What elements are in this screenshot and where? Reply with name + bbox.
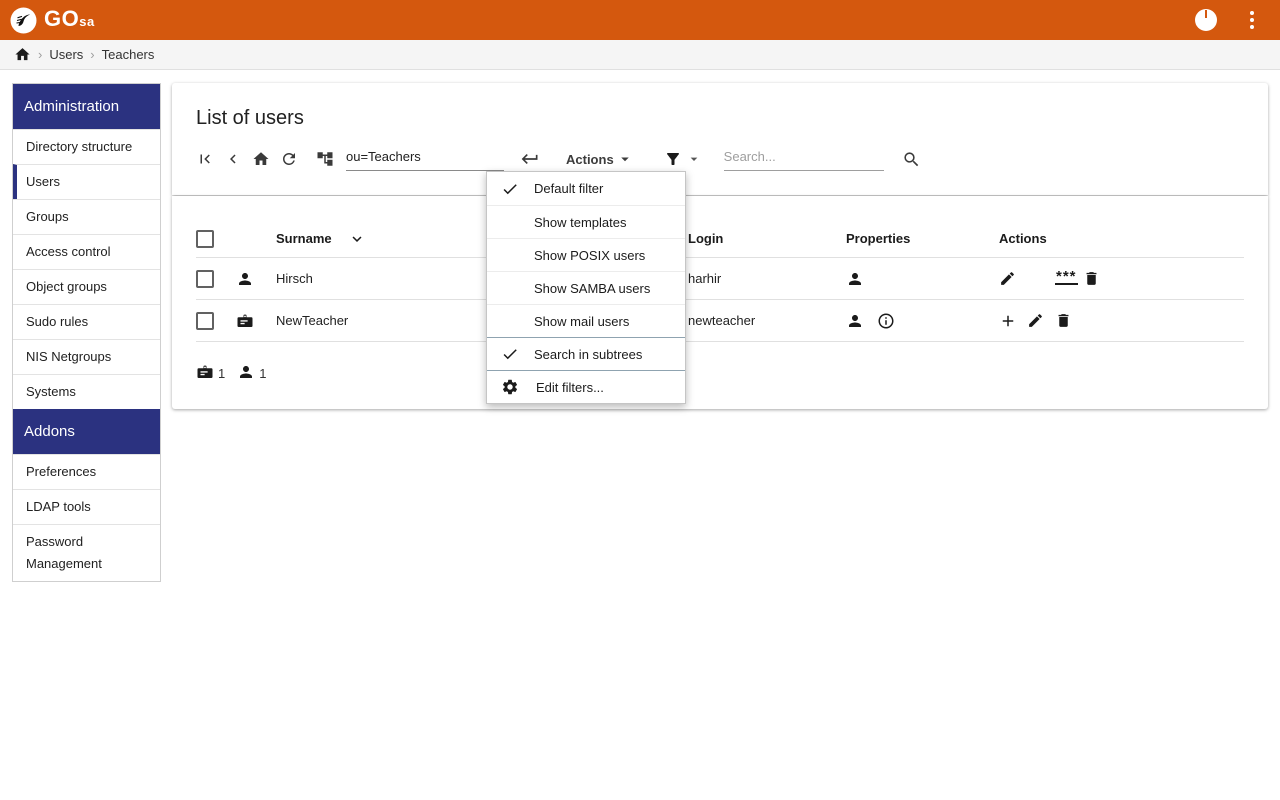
person-icon <box>849 314 861 327</box>
login-cell: newteacher <box>688 313 756 328</box>
top-app-bar: GOsa <box>0 0 1280 40</box>
breadcrumb-separator-icon: › <box>90 47 95 62</box>
sidebar-item-users[interactable]: Users <box>13 164 160 199</box>
page-title: List of users <box>196 107 304 129</box>
breadcrumb-item-teachers[interactable]: Teachers <box>101 47 155 62</box>
column-header-surname[interactable]: Surname <box>276 231 332 246</box>
filter-icon <box>666 153 679 165</box>
sidebar-item-object-groups[interactable]: Object groups <box>13 269 160 304</box>
base-dn-input[interactable] <box>346 147 504 171</box>
select-all-checkbox[interactable] <box>196 229 214 248</box>
session-clock-icon[interactable] <box>1194 8 1218 32</box>
breadcrumb-item-users[interactable]: Users <box>49 47 84 62</box>
change-password-icon[interactable]: *** <box>1055 268 1078 285</box>
table-row: NewTeacher newteacher <box>196 300 1244 342</box>
search-icon[interactable] <box>902 150 921 169</box>
badge-icon <box>236 312 276 330</box>
login-cell: harhir <box>688 271 722 286</box>
menu-item-show-samba-users[interactable]: Show SAMBA users <box>487 271 685 304</box>
info-icon[interactable] <box>877 312 895 330</box>
overflow-menu-icon[interactable] <box>1242 7 1262 33</box>
table-row: Hirsch harhir *** <box>196 258 1244 300</box>
back-icon[interactable] <box>224 150 242 168</box>
sidebar-item-directory-structure[interactable]: Directory structure <box>13 129 160 164</box>
person-icon <box>849 272 861 285</box>
breadcrumb-separator-icon: › <box>38 47 43 62</box>
filter-dropdown-menu: Default filter Show templates Show POSIX… <box>486 171 686 404</box>
person-icon <box>240 365 253 378</box>
menu-item-edit-filters[interactable]: Edit filters... <box>487 370 685 403</box>
home-icon[interactable] <box>14 46 31 63</box>
search-input[interactable] <box>723 147 884 171</box>
add-icon[interactable] <box>999 312 1017 330</box>
menu-item-show-posix-users[interactable]: Show POSIX users <box>487 238 685 271</box>
menu-item-default-filter[interactable]: Default filter <box>487 172 685 205</box>
surname-cell[interactable]: Hirsch <box>276 271 313 286</box>
logo-text: GOsa <box>44 6 95 31</box>
actions-menu-button[interactable]: Actions <box>566 150 634 168</box>
gear-icon <box>502 379 518 395</box>
actions-label: Actions <box>566 151 614 167</box>
menu-item-search-in-subtrees[interactable]: Search in subtrees <box>487 337 685 370</box>
table-header-row: Surname Login Properties Actions <box>196 220 1244 258</box>
tree-view-icon[interactable] <box>316 150 334 168</box>
list-toolbar: Actions <box>196 147 1244 171</box>
sidebar-item-nis-netgroups[interactable]: NIS Netgroups <box>13 339 160 374</box>
list-header-card: List of users Actions <box>172 83 1268 195</box>
home-base-icon[interactable] <box>252 150 270 168</box>
column-header-login[interactable]: Login <box>688 231 724 246</box>
gosa-logo[interactable]: GOsa <box>10 5 95 35</box>
sidebar-item-ldap-tools[interactable]: LDAP tools <box>13 489 160 524</box>
template-count: 1 <box>218 366 226 381</box>
person-icon <box>236 270 276 288</box>
edit-icon[interactable] <box>1027 312 1044 329</box>
first-page-icon[interactable] <box>196 150 214 168</box>
badge-icon <box>197 365 213 378</box>
menu-item-show-templates[interactable]: Show templates <box>487 205 685 238</box>
row-checkbox[interactable] <box>196 311 214 330</box>
sidebar: Administration Directory structure Users… <box>12 83 161 582</box>
sidebar-item-access-control[interactable]: Access control <box>13 234 160 269</box>
delete-icon[interactable] <box>1055 312 1072 329</box>
sidebar-item-password-management[interactable]: Password Management <box>13 524 160 581</box>
sidebar-section-administration: Administration <box>13 84 160 129</box>
check-icon <box>503 349 517 360</box>
result-summary: 1 1 <box>196 362 1244 381</box>
column-header-properties: Properties <box>846 231 911 246</box>
sidebar-section-addons: Addons <box>13 409 160 454</box>
user-count: 1 <box>259 366 267 381</box>
chevron-down-icon <box>620 157 629 162</box>
delete-icon[interactable] <box>1083 270 1100 287</box>
menu-item-show-mail-users[interactable]: Show mail users <box>487 304 685 337</box>
submit-base-icon[interactable] <box>520 149 540 169</box>
sidebar-item-systems[interactable]: Systems <box>13 374 160 409</box>
check-icon <box>503 183 517 194</box>
sidebar-item-sudo-rules[interactable]: Sudo rules <box>13 304 160 339</box>
refresh-icon[interactable] <box>280 150 298 168</box>
user-list-card: Surname Login Properties Actions Hirsch … <box>172 196 1268 409</box>
surname-cell[interactable]: NewTeacher <box>276 313 349 328</box>
sort-descending-icon[interactable] <box>348 230 366 248</box>
row-checkbox[interactable] <box>196 269 214 288</box>
filter-menu-button[interactable] <box>664 150 702 168</box>
sidebar-item-groups[interactable]: Groups <box>13 199 160 234</box>
edit-icon[interactable] <box>999 270 1016 287</box>
breadcrumb: › Users › Teachers <box>0 40 1280 70</box>
sidebar-item-preferences[interactable]: Preferences <box>13 454 160 489</box>
gosa-logo-icon <box>10 7 37 34</box>
chevron-down-icon <box>690 157 698 161</box>
column-header-actions: Actions <box>999 231 1047 246</box>
